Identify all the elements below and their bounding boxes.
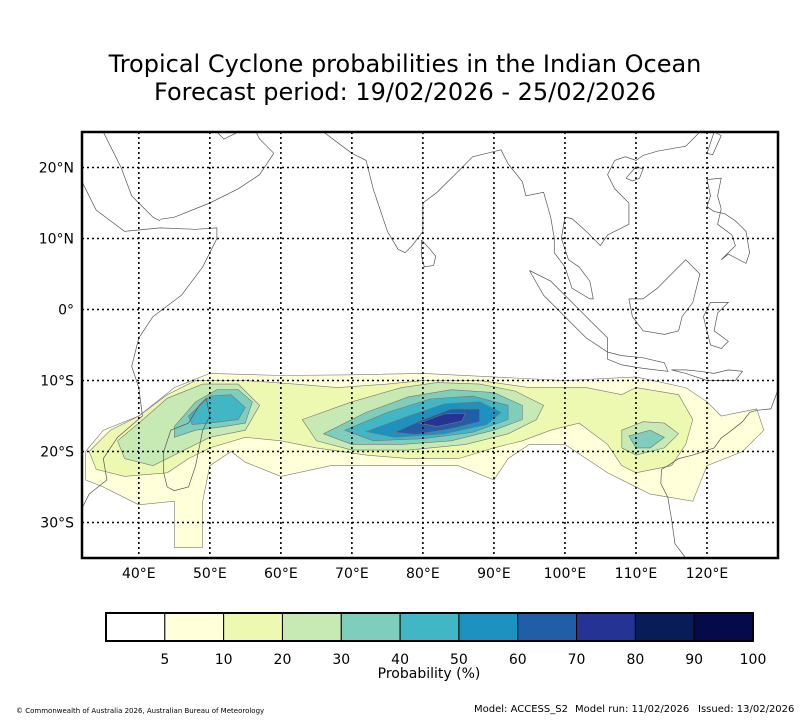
lon-tick-label: 70°E [335,566,369,582]
colorbar-swatch [281,612,342,642]
issued-text: Issued: 13/02/2026 [698,704,795,715]
probability-area-30 [628,429,665,449]
colorbar-tick-label: 80 [626,652,644,668]
colorbar-swatch [223,612,283,642]
lat-tick-label: 20°S [40,445,74,461]
colorbar-tick-label: 5 [160,652,169,668]
lon-tick-label: 60°E [264,566,298,582]
colorbar-swatch [164,612,225,642]
colorbar-swatch [340,612,401,642]
colorbar-swatch [576,612,636,642]
lon-tick-label: 100°E [544,566,587,582]
colorbar-swatch [458,612,519,642]
probability-area-70 [418,412,466,427]
map-frame [80,130,780,560]
lon-tick-label: 120°E [686,566,729,582]
colorbar-tick-label: 70 [568,652,586,668]
model-text: Model: ACCESS_S2 [474,704,568,715]
coastlines [82,132,778,558]
chart-title: Tropical Cyclone probabilities in the In… [108,50,702,78]
colorbar-swatch [105,612,166,642]
lon-tick-label: 80°E [406,566,440,582]
colorbar-tick-label: 40 [391,652,409,668]
colorbar-tick-label: 100 [740,652,767,668]
colorbar-tick-label: 60 [509,652,527,668]
lon-tick-label: 40°E [122,566,156,582]
colorbar-tick-label: 20 [274,652,292,668]
colorbar-tick-label: 90 [685,652,703,668]
colorbar-swatch [399,612,460,642]
colorbar-swatch [517,612,578,642]
colorbar: 5 10 20 30 40 50 60 70 80 90 100 Probability (%) [105,612,767,682]
colorbar-swatch [634,612,695,642]
lon-tick-label: 90°E [477,566,511,582]
colorbar-tick-label: 30 [332,652,350,668]
copyright-text: © Commonwealth of Australia 2026, Austra… [16,707,265,715]
colorbar-title: Probability (%) [378,666,481,682]
colorbar-tick-label: 10 [215,652,233,668]
probability-area-40 [188,394,246,425]
colorbar-tick-label: 50 [450,652,468,668]
lon-tick-label: 50°E [193,566,227,582]
lat-tick-label: 10°N [39,232,74,248]
lat-tick-label: 10°S [40,374,74,390]
model-run-text: Model run: 11/02/2026 [575,704,690,715]
lat-tick-label: 30°S [40,516,74,532]
lon-tick-label: 110°E [615,566,658,582]
lat-tick-label: 0° [58,303,74,319]
colorbar-swatch [693,612,754,642]
forecast-period: Forecast period: 19/02/2026 - 25/02/2026 [154,78,656,106]
lat-tick-label: 20°N [39,161,74,177]
